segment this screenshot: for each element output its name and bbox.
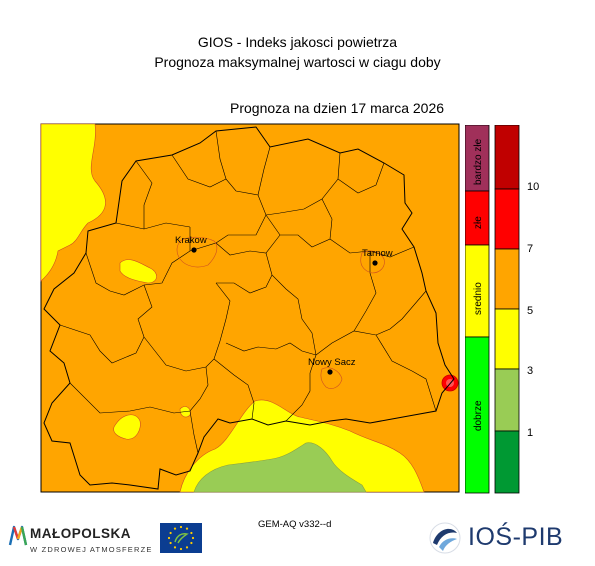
city-nowy-sacz: Nowy Sacz [308, 357, 356, 375]
malopolska-logo-icon [8, 525, 28, 546]
city-krakow: Krakow [175, 235, 207, 253]
sponsor-name: MAŁOPOLSKA [30, 526, 131, 541]
zone-yellow-northwest [40, 123, 106, 282]
legend-value-bar [494, 125, 520, 494]
legend-cat-zle: złe [473, 216, 484, 229]
legend-tick-1: 1 [527, 427, 533, 439]
legend-tick-10: 10 [527, 181, 539, 193]
region-border [43, 126, 455, 490]
title-line-1: GIOS - Indeks jakosci powietrza [197, 34, 398, 50]
model-version: GEM-AQ v332--d [258, 519, 332, 530]
county-borders [59, 130, 437, 454]
legend-tick-5: 5 [527, 305, 533, 317]
institute-name: IOŚ-PIB [468, 523, 564, 551]
sponsor-tagline: W ZDROWEJ ATMOSFERZE [30, 545, 153, 554]
zone-yellow-blob-2 [113, 414, 141, 440]
city-label-nowy-sacz: Nowy Sacz [308, 357, 356, 368]
zone-yellow-blob-1 [119, 259, 157, 284]
city-tarnow: Tarnow [362, 248, 393, 266]
city-label-tarnow: Tarnow [362, 248, 393, 259]
legend-category-bar: bardzo złe złe srednio dobrze [465, 125, 490, 494]
legend-cat-dobrze: dobrze [473, 400, 484, 431]
title-line-2: Prognoza maksymalnej wartosci w ciagu do… [154, 54, 441, 70]
legend-tick-3: 3 [527, 365, 533, 377]
krakow-outline [176, 236, 218, 268]
legend: bardzo złe złe srednio dobrze 10 7 5 3 1 [465, 125, 539, 494]
ios-pib-logo-icon [429, 522, 461, 554]
legend-cat-bardzo-zle: bardzo złe [473, 138, 484, 185]
forecast-map: Krakow Tarnow Nowy Sacz [40, 123, 460, 493]
nowy-sacz-outline [320, 367, 343, 389]
tarnow-outline [360, 250, 385, 274]
forecast-date: Prognoza na dzien 17 marca 2026 [230, 100, 445, 116]
eu-life-logo-icon [160, 523, 202, 553]
city-label-krakow: Krakow [175, 235, 207, 246]
zone-green-south [193, 442, 367, 493]
legend-tick-7: 7 [527, 243, 533, 255]
legend-cat-srednio: srednio [473, 282, 484, 315]
